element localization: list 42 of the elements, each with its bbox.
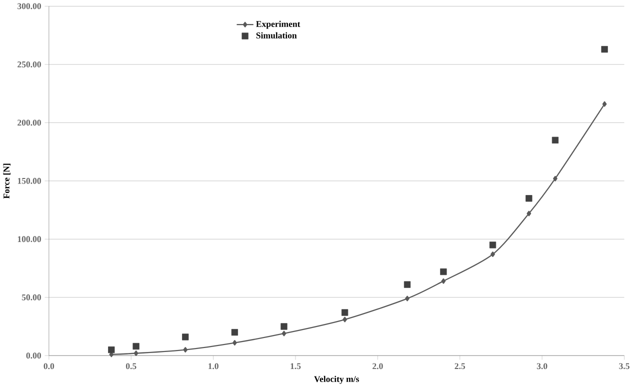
point — [134, 350, 138, 356]
y-tick-label: 200.00 — [18, 120, 41, 126]
point — [282, 330, 286, 336]
point — [404, 281, 411, 288]
point — [280, 323, 288, 330]
point — [489, 242, 496, 248]
point — [526, 195, 532, 202]
x-tick-label: 0.0 — [44, 363, 54, 370]
y-tick-label: 0.00 — [26, 352, 41, 359]
point — [601, 46, 608, 53]
x-tick-label: 2.0 — [372, 363, 383, 370]
x-tick-label: 2.5 — [454, 363, 466, 370]
x-axis-title: Velocity m/s — [314, 376, 359, 384]
y-axis-title: Force [N] — [3, 164, 11, 199]
y-tick-label: 150.00 — [18, 178, 41, 184]
point — [552, 136, 559, 144]
y-tick-label: 250.00 — [18, 61, 41, 68]
x-tick-label: 1.5 — [290, 363, 301, 370]
point — [440, 268, 447, 276]
y-tick-label: 50.00 — [22, 294, 41, 300]
point — [342, 316, 348, 322]
point — [342, 309, 348, 316]
x-tick-label: 3.5 — [619, 363, 630, 370]
point — [553, 176, 558, 182]
point — [231, 328, 238, 336]
y-tick-label: 100.00 — [18, 236, 41, 242]
point — [441, 278, 446, 284]
x-tick-label: 1.0 — [208, 363, 218, 370]
legend-label: Experiment — [256, 20, 300, 29]
point — [526, 210, 532, 216]
point — [108, 346, 115, 354]
point — [183, 347, 188, 352]
point — [232, 340, 237, 346]
point — [602, 101, 607, 107]
point — [182, 334, 189, 340]
point — [490, 252, 495, 257]
y-tick-label: 300.00 — [18, 3, 41, 10]
legend-label: Simulation — [256, 32, 297, 38]
point — [132, 342, 140, 350]
point — [405, 296, 410, 302]
x-tick-label: 3.0 — [536, 363, 548, 370]
x-tick-label: 0.5 — [126, 363, 136, 370]
